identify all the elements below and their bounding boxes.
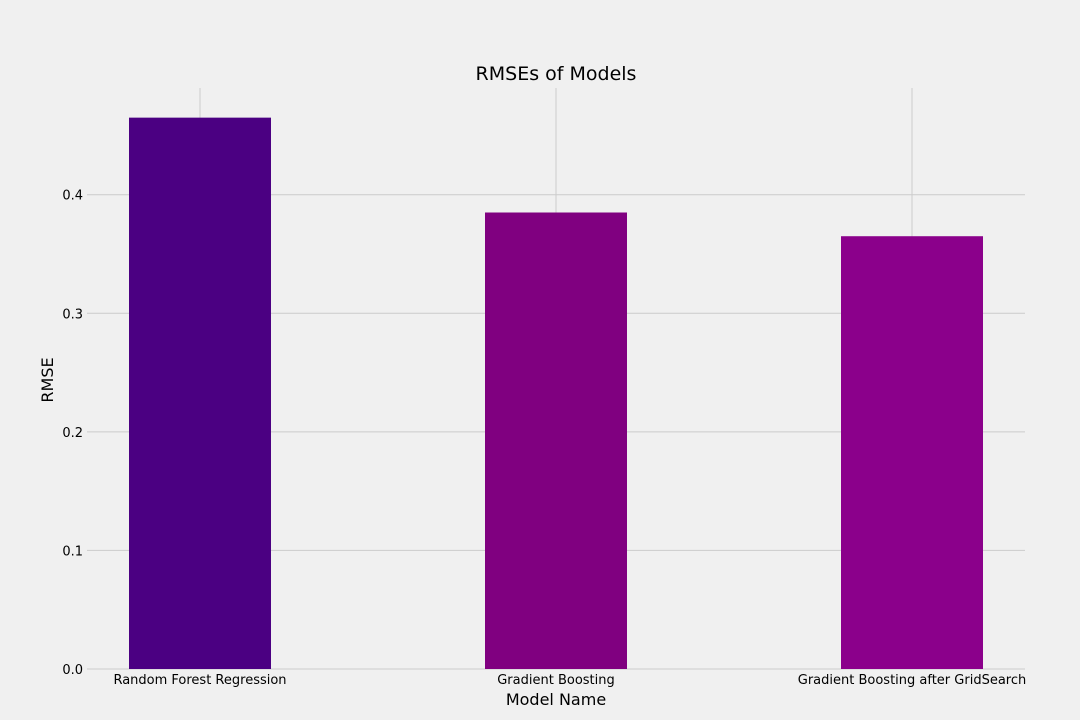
y-tick-label: 0.4: [62, 189, 83, 204]
y-tick-label: 0.2: [62, 426, 83, 441]
chart-title: RMSEs of Models: [476, 63, 637, 85]
y-axis-label: RMSE: [38, 357, 57, 402]
y-tick-label: 0.3: [62, 307, 83, 322]
x-axis-label: Model Name: [506, 690, 606, 709]
bar: [841, 236, 983, 669]
x-tick-label: Random Forest Regression: [113, 673, 286, 688]
ticks: 0.0 0.1 0.2 0.3 0.4 Random Forest Regression G…: [62, 189, 1026, 688]
y-tick-label: 0.0: [62, 663, 83, 678]
x-tick-label: Gradient Boosting: [497, 673, 615, 688]
y-tick-label: 0.1: [62, 544, 83, 559]
bar: [485, 212, 627, 669]
bars: [129, 117, 983, 669]
x-tick-label: Gradient Boosting after GridSearch: [798, 673, 1026, 688]
bar: [129, 117, 271, 669]
